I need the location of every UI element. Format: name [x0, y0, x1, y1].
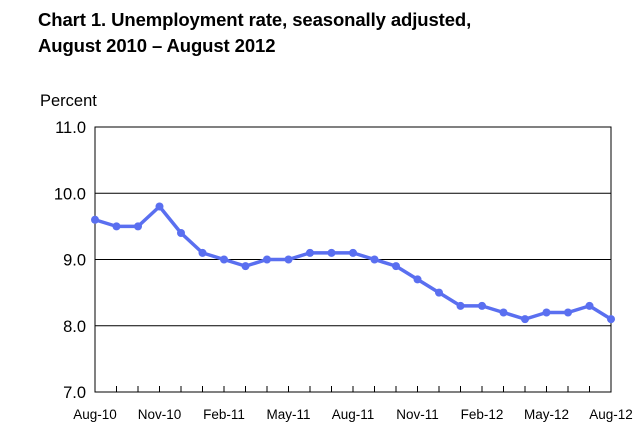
x-tick-label: May-11 — [266, 407, 310, 422]
y-axis-label: Percent — [40, 92, 97, 110]
data-point — [220, 255, 228, 264]
data-point — [564, 308, 572, 317]
data-point — [134, 222, 142, 231]
x-tick-label: Aug-12 — [589, 407, 633, 422]
data-point — [456, 301, 465, 310]
data-point — [370, 255, 379, 264]
x-tick-label: Aug-11 — [332, 407, 375, 422]
data-point — [263, 255, 271, 264]
data-point — [521, 315, 529, 324]
y-tick-label: 9.0 — [63, 252, 86, 270]
data-point — [198, 248, 207, 257]
data-point — [91, 215, 99, 224]
data-point — [306, 248, 314, 257]
x-tick-label: Nov-10 — [138, 407, 182, 422]
data-point — [413, 275, 422, 284]
series-line — [93, 204, 613, 321]
y-tick-label: 8.0 — [63, 318, 86, 336]
data-point — [435, 288, 443, 297]
y-tick-label: 7.0 — [63, 384, 86, 402]
data-point — [607, 315, 615, 324]
data-point — [284, 255, 293, 264]
data-point — [349, 248, 357, 257]
x-tick-label: Aug-10 — [73, 407, 117, 422]
data-point — [155, 202, 164, 211]
data-point — [177, 229, 185, 237]
data-point — [327, 248, 336, 257]
data-point — [585, 301, 594, 310]
data-point — [112, 222, 121, 231]
data-point — [542, 308, 551, 317]
data-point — [241, 262, 250, 271]
x-tick-label: Feb-12 — [461, 407, 504, 422]
chart-title-line-1: Chart 1. Unemployment rate, seasonally a… — [38, 9, 472, 30]
y-tick-label: 10.0 — [54, 185, 86, 203]
x-tick-label: Nov-11 — [396, 407, 439, 422]
x-tick-label: Feb-11 — [203, 407, 245, 422]
data-point — [499, 308, 508, 317]
data-point — [478, 301, 486, 310]
x-tick-label: May-12 — [524, 407, 569, 422]
data-point — [392, 262, 400, 271]
chart-title-line-2: August 2010 – August 2012 — [38, 35, 276, 56]
y-tick-label: 11.0 — [55, 119, 86, 137]
chart-title: Chart 1. Unemployment rate, seasonally a… — [38, 7, 471, 59]
